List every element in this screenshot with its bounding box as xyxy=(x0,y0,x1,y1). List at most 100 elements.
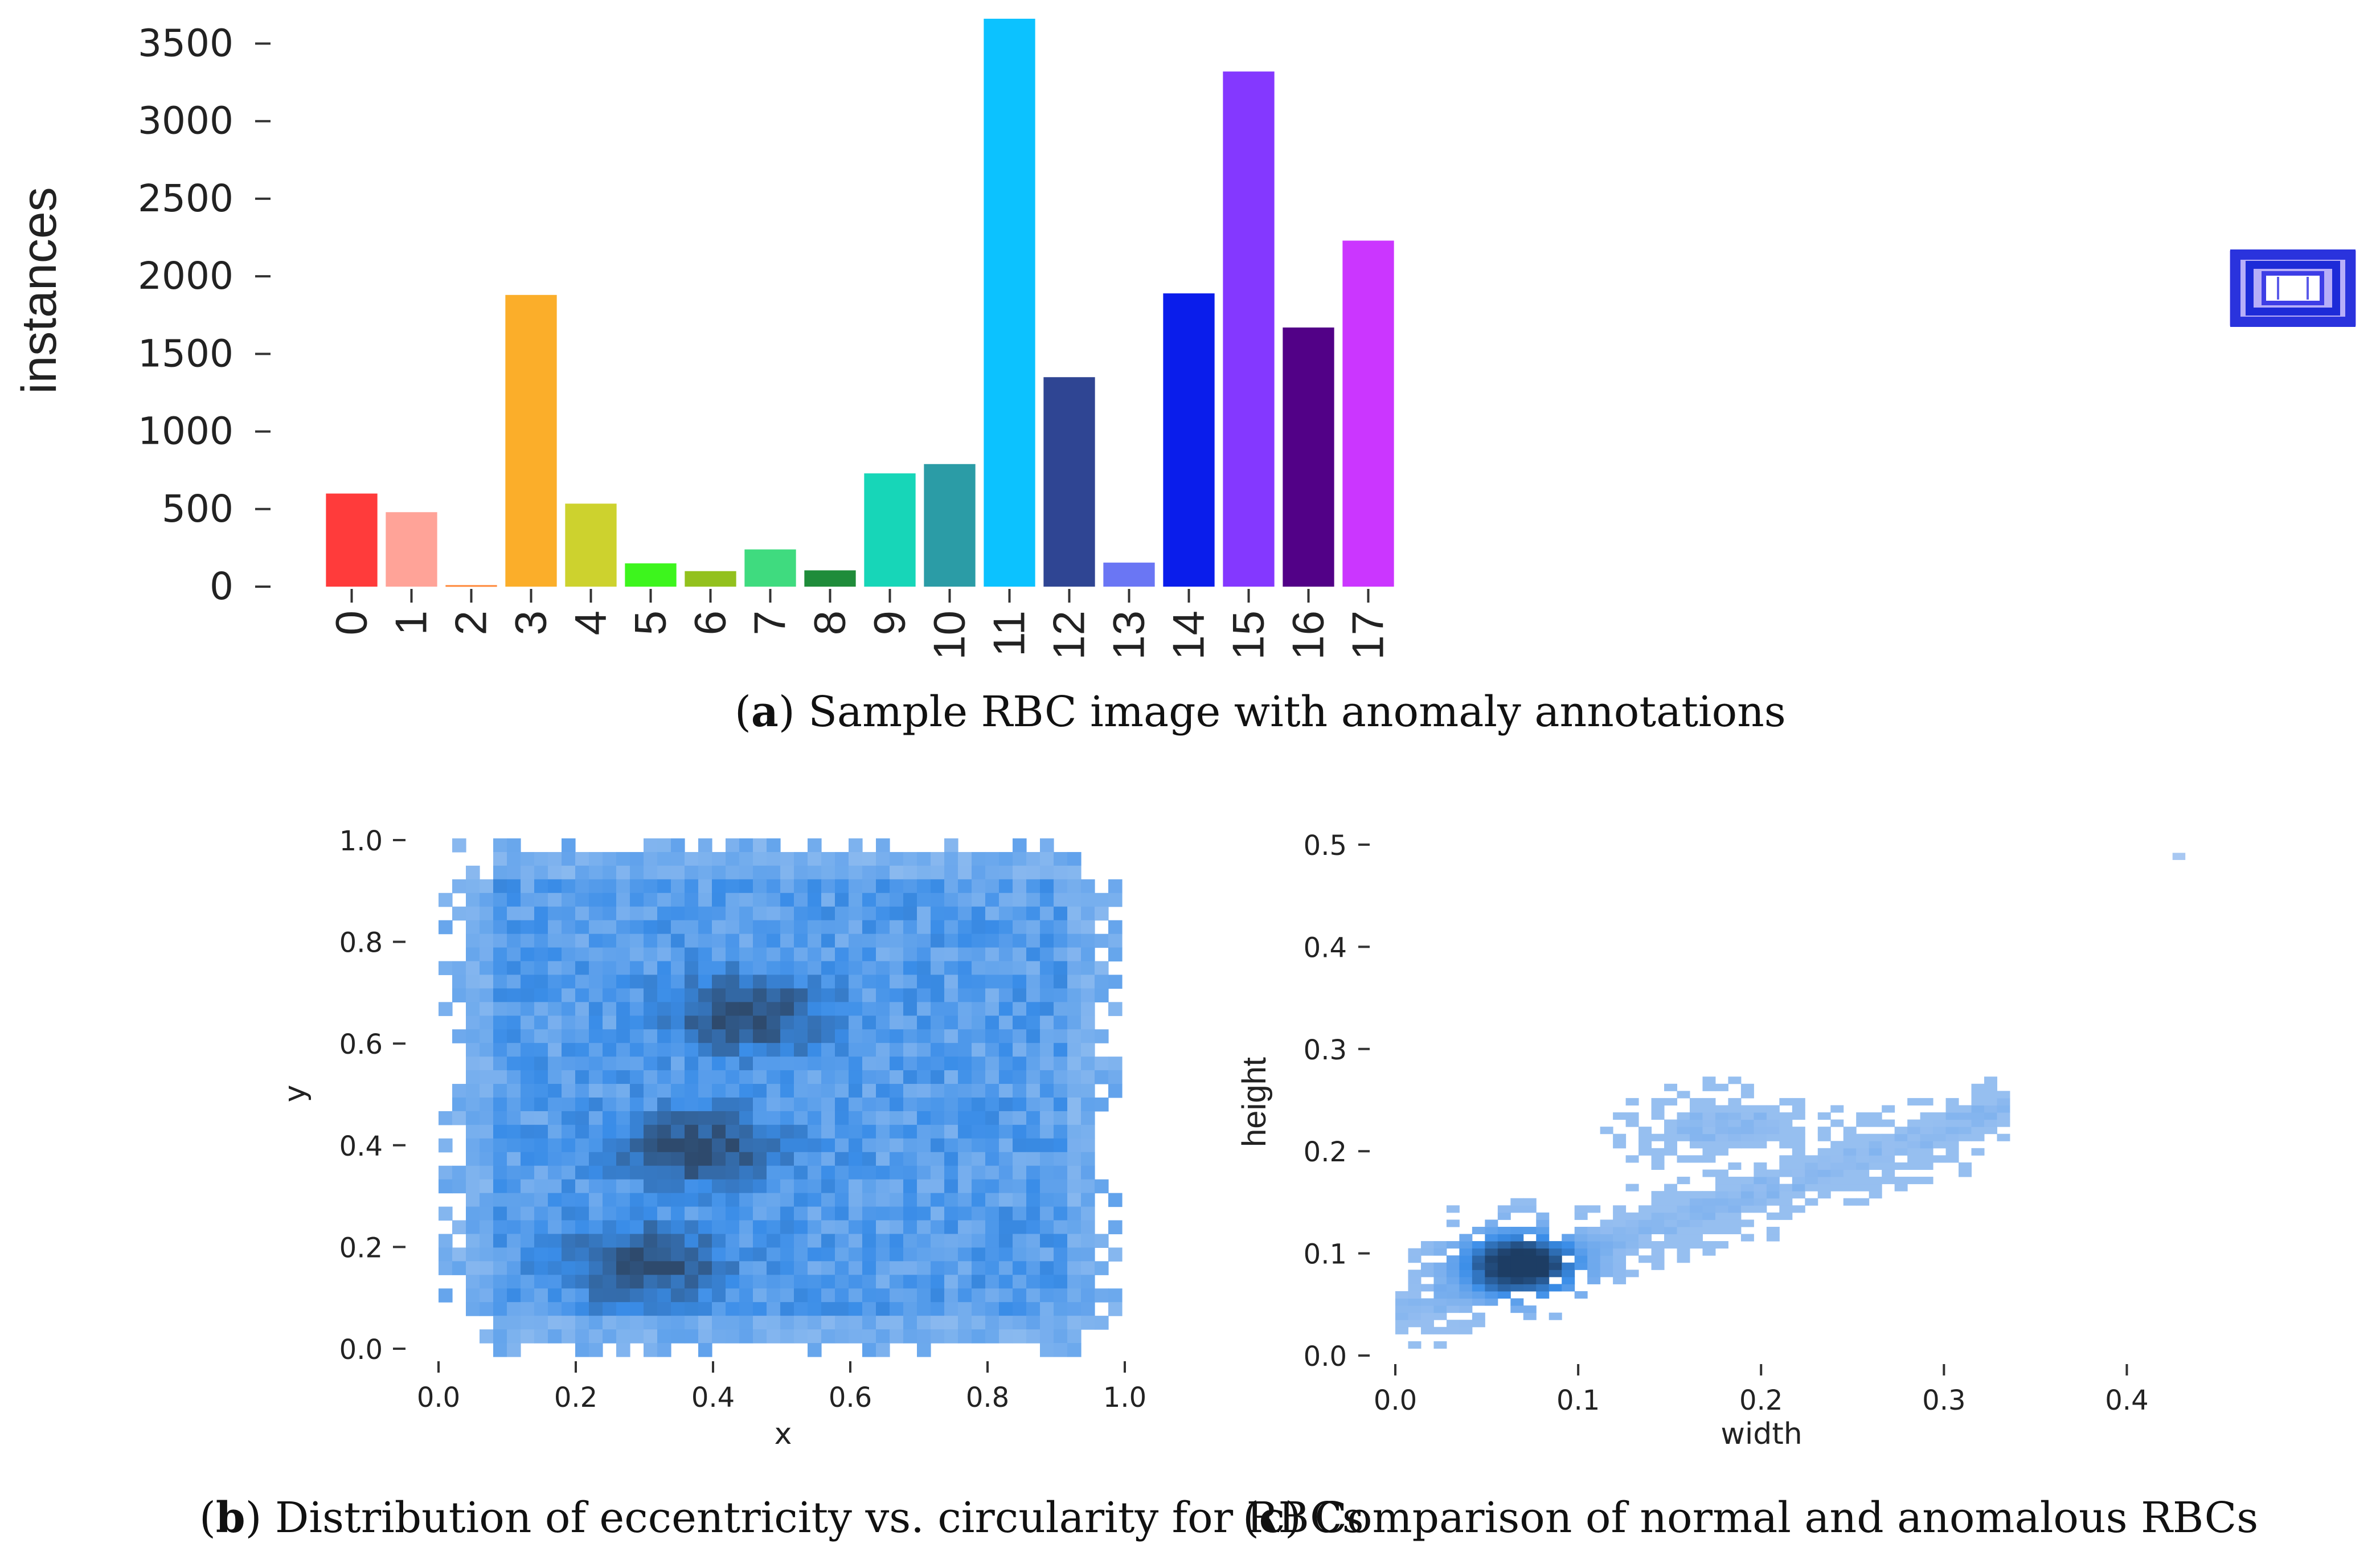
heatmap-cell xyxy=(616,1138,630,1153)
heatmap-cell xyxy=(739,1220,753,1235)
heatmap-cell xyxy=(821,975,835,989)
heatmap-cell xyxy=(739,1193,753,1207)
heatmap-cell xyxy=(712,1316,726,1330)
heatmap-cell xyxy=(944,1329,958,1344)
heatmap-cell xyxy=(493,1124,507,1139)
heatmap-cell xyxy=(616,1193,630,1207)
heatmap-cell xyxy=(439,1247,453,1262)
heatmap-c-cell xyxy=(1485,1284,1498,1292)
heatmap-c-ytick-label: 0.1 xyxy=(1304,1239,1347,1271)
heatmap-cell xyxy=(671,920,685,935)
heatmap-c-cell xyxy=(1740,1234,1754,1242)
heatmap-c-cell xyxy=(1702,1141,1716,1149)
heatmap-cell xyxy=(507,1302,521,1316)
heatmap-cell xyxy=(958,947,972,962)
heatmap-cell xyxy=(780,1165,794,1180)
heatmap-cell xyxy=(931,1275,945,1289)
heatmap-cell xyxy=(1013,1329,1027,1344)
heatmap-cell xyxy=(630,988,644,1002)
heatmap-cell xyxy=(698,1329,712,1344)
heatmap-cell xyxy=(999,1179,1013,1194)
heatmap-cell xyxy=(739,906,753,921)
heatmap-cell xyxy=(657,1057,671,1071)
heatmap-cell xyxy=(657,1124,671,1139)
heatmap-cell xyxy=(1067,1220,1082,1235)
heatmap-cell xyxy=(1054,1002,1068,1016)
heatmap-cell xyxy=(562,1288,576,1303)
heatmap-cell xyxy=(780,892,794,907)
heatmap-cell xyxy=(876,1029,890,1043)
heatmap-c-cell xyxy=(1856,1177,1870,1185)
bar-xtick-label: 16 xyxy=(1283,611,1333,660)
heatmap-cell xyxy=(712,961,726,976)
heatmap-c-cell xyxy=(1945,1119,1959,1127)
heatmap-cell xyxy=(985,988,999,1002)
heatmap-cell xyxy=(890,1165,904,1180)
heatmap-c-cell xyxy=(1651,1155,1665,1163)
heatmap-c-cell xyxy=(1817,1184,1831,1192)
heatmap-cell xyxy=(1013,1002,1027,1016)
heatmap-cell xyxy=(548,879,562,894)
heatmap-cell xyxy=(931,1206,945,1221)
heatmap-cell xyxy=(958,934,972,948)
heatmap-b-x-axis: 0.0 0.2 0.4 0.6 0.8 1.0 xyxy=(417,1361,1146,1414)
heatmap-cell xyxy=(562,988,576,1002)
heatmap-cell xyxy=(466,1288,480,1303)
heatmap-cell xyxy=(1040,1288,1054,1303)
heatmap-c-cell xyxy=(1562,1284,1575,1292)
heatmap-cell xyxy=(1054,961,1068,976)
heatmap-cell xyxy=(1067,961,1082,976)
heatmap-cell xyxy=(917,1329,931,1344)
heatmap-cell xyxy=(794,920,808,935)
heatmap-cell xyxy=(944,1302,958,1316)
heatmap-cell xyxy=(1026,1111,1041,1125)
heatmap-cell xyxy=(958,920,972,935)
heatmap-cell xyxy=(835,1165,849,1180)
heatmap-cell xyxy=(589,1152,603,1166)
heatmap-cell xyxy=(808,1097,822,1112)
heatmap-cell xyxy=(903,1165,917,1180)
heatmap-cell xyxy=(849,1247,863,1262)
heatmap-c-cell xyxy=(1728,1105,1742,1113)
heatmap-c-cell xyxy=(1869,1112,1882,1120)
heatmap-cell xyxy=(780,1288,794,1303)
heatmap-cell xyxy=(780,1234,794,1248)
heatmap-cell xyxy=(849,1043,863,1057)
heatmap-c-cell xyxy=(1459,1320,1473,1328)
heatmap-cell xyxy=(944,1288,958,1303)
heatmap-c-cell xyxy=(1779,1184,1793,1192)
heatmap-cell xyxy=(862,1043,876,1057)
heatmap-cell xyxy=(685,1179,699,1194)
heatmap-cell xyxy=(917,879,931,894)
heatmap-cell xyxy=(480,879,494,894)
heatmap-cell xyxy=(698,1016,712,1030)
heatmap-cell xyxy=(698,1206,712,1221)
heatmap-cell xyxy=(1081,1179,1095,1194)
heatmap-cell xyxy=(794,865,808,880)
heatmap-cell xyxy=(808,1206,822,1221)
heatmap-cell xyxy=(835,1084,849,1098)
heatmap-cell xyxy=(876,1220,890,1235)
heatmap-c-cell xyxy=(1523,1305,1537,1313)
heatmap-c-cell xyxy=(1997,1098,2010,1106)
heatmap-cell xyxy=(603,1316,617,1330)
heatmap-cell xyxy=(698,1124,712,1139)
heatmap-cell xyxy=(985,1043,999,1057)
heatmap-c-cell xyxy=(1754,1105,1767,1113)
heatmap-cell xyxy=(562,1302,576,1316)
heatmap-cell xyxy=(1054,1275,1068,1289)
bar-x-axis: 0 1 2 3 4 5 6 7 8 9 10 11 12 13 14 15 16 17 xyxy=(326,589,1393,660)
heatmap-cell xyxy=(644,1152,658,1166)
heatmap-b-xtick-label: 0.2 xyxy=(554,1382,597,1414)
heatmap-cell xyxy=(753,838,767,853)
heatmap-c-cell xyxy=(1664,1212,1678,1220)
heatmap-c-cell xyxy=(1869,1184,1882,1192)
heatmap-c-cell xyxy=(1523,1284,1537,1292)
heatmap-cell xyxy=(876,1179,890,1194)
heatmap-cell xyxy=(726,1084,740,1098)
heatmap-c-cell xyxy=(1600,1262,1613,1270)
heatmap-c-cell xyxy=(1869,1177,1882,1185)
heatmap-c-cell xyxy=(1715,1226,1728,1235)
heatmap-cell xyxy=(849,1057,863,1071)
heatmap-cell xyxy=(985,975,999,989)
